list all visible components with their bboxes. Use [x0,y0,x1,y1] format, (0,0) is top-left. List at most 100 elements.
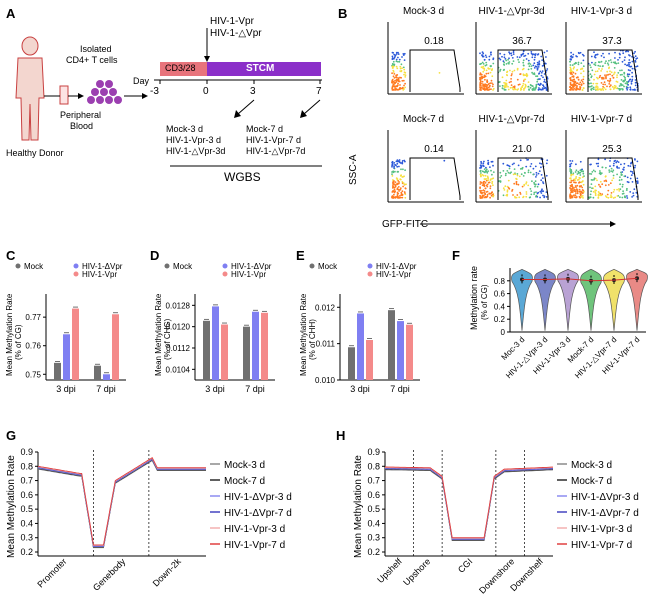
facs-plot: 37.3 [565,22,642,95]
tick-label: 0 [203,86,209,97]
bar [388,310,395,380]
tick-label: 3 [250,86,256,97]
legend-label: Mock [318,262,338,271]
y-tick-label: 0.5 [367,504,380,514]
y-tick-label: 0.012 [315,303,336,312]
legend-label: HIV-1-Vpr [82,270,117,279]
x-tick-label: 3 dpi [205,384,225,394]
legend-label: Mock-7 d [571,476,612,487]
series-line [37,458,206,547]
legend-label: Mock [24,262,44,271]
bar [252,311,259,380]
y-axis-label: Mean Methylation Rate [154,293,163,376]
bar [221,324,228,380]
legend-marker [222,271,228,277]
series-line [385,467,554,539]
legend-marker [164,263,170,269]
y-axis-sublabel: (% of CG) [480,284,489,320]
bar-charts: Mock HIV-1-ΔVprHIV-1-Vpr0.770.760.75Mean … [5,262,420,394]
bar [357,313,364,380]
bar [406,324,413,380]
series-line [385,468,553,541]
y-tick-label: 0.0128 [166,301,191,310]
y-tick-label: 0.7 [367,476,380,486]
bar [243,326,250,380]
panel-label-b: B [338,6,348,21]
y-tick-label: 0.0104 [166,365,191,374]
facs-title: HIV-1-△Vpr-3d [478,6,545,17]
y-axis-label: Mean Methylation Rate [353,455,364,558]
series-line [37,457,206,546]
x-tick-label: 7 dpi [96,384,116,394]
violin-shape [557,268,579,331]
y-tick-label: 0.5 [20,504,33,514]
facs-ylabel: SSC-A [348,154,359,185]
legend-label: HIV-1-Vpr-3 d [224,524,285,535]
y-tick-label: 0.8 [367,461,380,471]
bar [72,308,79,380]
y-tick-label: 0.010 [315,376,336,385]
bar [261,312,268,380]
violin-shape [626,268,648,331]
violin-shape [603,268,625,331]
day-label: Day [133,76,150,86]
median-point [635,276,639,281]
x-tick-label: 7 dpi [390,384,410,394]
legend-label: HIV-1-ΔVpr-3 d [571,492,639,503]
y-tick-label: 0.9 [20,447,33,457]
legend-label: HIV-1-ΔVpr-7 d [571,508,639,519]
legend-marker [309,263,315,269]
tick-label: -3 [150,86,159,97]
blood-label: Blood [70,121,94,131]
x-tick-label: 7 dpi [245,384,265,394]
y-tick-label: 0.2 [494,315,506,324]
y-tick-label: 0.6 [20,490,33,500]
x-tick-label: CGI [456,556,474,574]
violin-shape [580,268,602,331]
x-tick-label: Genebody [91,556,128,593]
y-tick-label: 0.8 [494,277,506,286]
legend-marker [222,263,228,269]
panel-label-d: D [150,248,160,263]
gate-value: 0.18 [424,36,444,47]
x-tick-label: Upshore [401,556,432,587]
stcm-bar [207,62,321,76]
legend-label: Mock-3 d [571,460,612,471]
y-tick-label: 0.77 [25,313,41,322]
series-line [37,459,206,548]
donor-label: Healthy Donor [6,148,64,158]
facs-plot: 25.3 [565,130,642,203]
facs-title: HIV-1-Vpr-7 d [570,114,633,125]
group-list-7d: Mock-7 d HIV-1-Vpr-7 d HIV-1-△Vpr-7d [246,124,306,156]
y-tick-label: 0.011 [316,340,336,349]
legend-label: HIV-1-Vpr [376,270,411,279]
series-line [385,468,554,540]
y-tick-label: 0.0112 [166,344,190,353]
series-line [37,458,206,548]
legend-marker [367,271,373,277]
panel-label-a: A [6,6,16,21]
series-line [37,459,206,549]
facs-xlabel: GFP-FITC [382,219,429,230]
y-tick-label: 0.4 [494,302,506,311]
legend-label: Mock-7 d [224,476,265,487]
legend-label: HIV-1-ΔVpr-3 d [224,492,292,503]
panel-label-c: C [6,248,16,263]
y-tick-label: 0.76 [25,342,41,351]
facs-plot: 21.0 [475,130,552,203]
legend-marker [367,263,373,269]
facs-title: HIV-1-Vpr-3 d [570,6,633,17]
y-tick-label: 0.6 [494,290,506,299]
y-tick-label: 0.9 [367,447,380,457]
facs-plot: 36.7 [475,22,552,95]
panel-label-h: H [336,428,346,443]
facs-plot: 0.14 [387,130,464,203]
cell-cluster-icon [87,80,122,104]
y-axis-label: Mean Methylation Rate [5,293,14,376]
y-tick-label: 0.8 [20,461,33,471]
panel-a-diagram [15,28,322,167]
y-tick-label: 0.75 [25,370,41,379]
blood-tube-icon [59,85,69,105]
